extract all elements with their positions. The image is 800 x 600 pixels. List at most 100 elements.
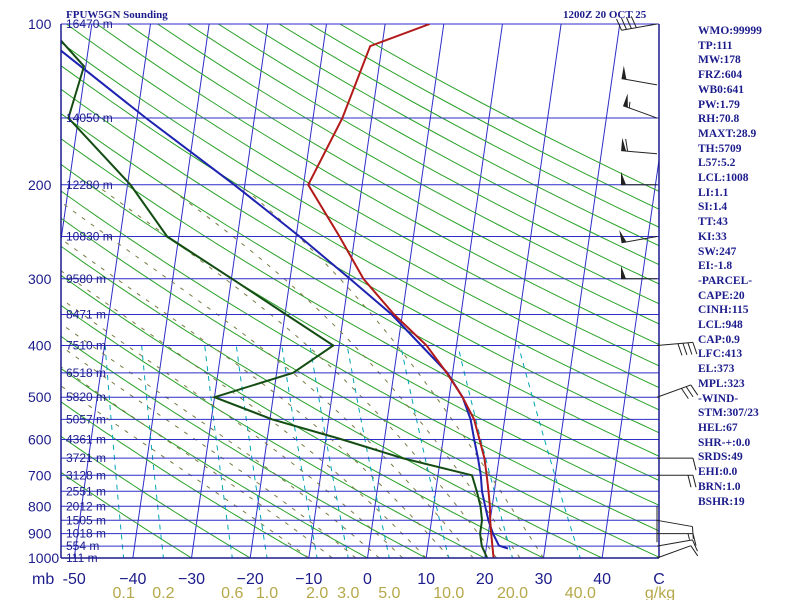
index-item: EHI:0.0 bbox=[698, 466, 738, 479]
mixing-ratio-label: 0.2 bbox=[152, 585, 174, 600]
dry-adiabat-line bbox=[61, 88, 659, 434]
mixing-ratio-line bbox=[235, 345, 268, 558]
height-label: 10830 m bbox=[66, 229, 113, 243]
dry-adiabat-line bbox=[96, 24, 659, 346]
index-item: L57:5.2 bbox=[698, 157, 736, 170]
index-item: MAXT:28.9 bbox=[698, 127, 757, 140]
index-item: LFC:413 bbox=[698, 348, 743, 361]
wind-barb bbox=[656, 341, 698, 356]
isotherm-line bbox=[61, 24, 93, 244]
temperature-unit-label: C bbox=[653, 571, 665, 588]
dry-adiabat-line bbox=[61, 274, 545, 558]
index-item: CAP:0.9 bbox=[698, 333, 740, 346]
height-label: 4361 m bbox=[66, 433, 106, 447]
parcel-trace bbox=[61, 49, 509, 550]
wind-barb-staff bbox=[656, 519, 693, 528]
wind-barb-feather bbox=[690, 384, 699, 396]
pressure-label: 100 bbox=[28, 16, 52, 32]
pressure-label: 600 bbox=[28, 432, 52, 448]
mixing-ratio-line bbox=[400, 345, 450, 558]
wind-barb bbox=[621, 171, 657, 186]
wind-barb bbox=[656, 539, 698, 552]
moist-adiabat-line bbox=[61, 366, 333, 558]
temperature-tick-label: 40 bbox=[593, 571, 611, 588]
isotherm-line bbox=[73, 24, 151, 558]
pressure-label: 500 bbox=[28, 389, 52, 405]
wind-barb bbox=[621, 65, 658, 86]
height-label: 2551 m bbox=[66, 484, 106, 498]
dry-adiabat-line bbox=[61, 304, 486, 558]
temperature-tick-label: 30 bbox=[535, 571, 553, 588]
isobars bbox=[61, 23, 659, 559]
indices-panel: WMO:99999 TP:111 MW:178 FRZ:604 WB0:641 PW:1.… bbox=[698, 24, 798, 509]
sounding-profiles bbox=[61, 24, 509, 558]
height-label: 5820 m bbox=[66, 390, 106, 404]
wind-barb-staff bbox=[623, 105, 658, 119]
wind-barb-pennant bbox=[621, 65, 627, 80]
isotherm-line bbox=[0, 12, 35, 569]
dry-adiabat-line bbox=[61, 471, 193, 558]
wind-barb bbox=[656, 519, 694, 539]
mixing-ratio-line bbox=[346, 345, 390, 558]
isotherm-line bbox=[601, 156, 659, 558]
index-item: LCL:1008 bbox=[698, 172, 749, 185]
wind-barb-pennant bbox=[619, 229, 627, 243]
wind-barb-pennant bbox=[621, 171, 626, 185]
dry-adiabat-line bbox=[61, 435, 252, 558]
wind-barb-feather bbox=[682, 343, 688, 356]
temperature-tick-label: −40 bbox=[119, 571, 146, 588]
index-item: MW:178 bbox=[698, 54, 741, 67]
wind-barb-feather bbox=[692, 342, 698, 355]
dry-adiabat-line bbox=[61, 112, 659, 457]
pressure-label: 800 bbox=[28, 498, 52, 514]
moist-adiabat-line bbox=[61, 298, 404, 558]
wind-barb-pennant bbox=[623, 93, 628, 108]
dry-adiabat-line bbox=[61, 65, 659, 411]
height-label: 9580 m bbox=[66, 272, 106, 286]
height-label: 1018 m bbox=[66, 527, 106, 541]
wind-barb-pennant bbox=[621, 265, 626, 279]
mixing-ratio-label: 40.0 bbox=[565, 585, 596, 600]
height-label: 16470 m bbox=[66, 17, 113, 31]
mixing-ratio-line bbox=[309, 345, 349, 558]
index-item: PW:1.79 bbox=[698, 98, 740, 111]
wind-barb bbox=[657, 533, 697, 546]
isotherm-line bbox=[542, 24, 621, 558]
index-item: WMO:99999 bbox=[698, 25, 762, 37]
moist-adiabat-line bbox=[61, 385, 310, 558]
pressure-label: 900 bbox=[28, 526, 52, 542]
chart-time: 1200Z 20 OCT 25 bbox=[563, 9, 647, 21]
index-item: SW:247 bbox=[698, 245, 737, 258]
mixing-ratio-line bbox=[517, 345, 581, 558]
wind-barb-feather bbox=[687, 342, 693, 355]
wind-barb-staff bbox=[656, 539, 693, 547]
mixing-ratio-line bbox=[457, 345, 514, 558]
isotherm-line bbox=[425, 24, 503, 558]
mixing-ratio-line bbox=[104, 345, 125, 558]
temperature-trace bbox=[307, 24, 495, 558]
index-item: SI:1.4 bbox=[698, 201, 728, 214]
wind-barb-staff bbox=[656, 545, 691, 559]
wind-barb-staff bbox=[621, 236, 658, 244]
index-item: -WIND- bbox=[698, 392, 739, 405]
wind-barb-feather bbox=[616, 18, 623, 31]
mixing-ratio-line bbox=[281, 345, 318, 558]
isotherm-line bbox=[366, 24, 445, 558]
wind-barb-half-feather bbox=[687, 533, 690, 540]
pressure-label: 700 bbox=[28, 467, 52, 483]
wind-barb-feather bbox=[677, 343, 683, 356]
mixing-ratio-label: 2.0 bbox=[306, 585, 328, 600]
mixing-ratio-label: 20.0 bbox=[497, 585, 528, 600]
dry-adiabat-line bbox=[61, 217, 659, 558]
dewpoint-trace bbox=[61, 39, 489, 558]
index-item: WB0:641 bbox=[698, 83, 744, 96]
wind-barb-feather bbox=[630, 16, 637, 28]
wind-barb bbox=[621, 137, 658, 155]
dry-adiabat-line bbox=[61, 41, 659, 389]
height-label: 1505 m bbox=[66, 513, 106, 527]
dry-adiabat-line bbox=[61, 335, 428, 558]
wind-barb-feather bbox=[691, 539, 698, 552]
wind-barb bbox=[657, 457, 697, 471]
index-item: MPL:323 bbox=[698, 377, 745, 390]
wind-barb-feather bbox=[687, 475, 692, 488]
